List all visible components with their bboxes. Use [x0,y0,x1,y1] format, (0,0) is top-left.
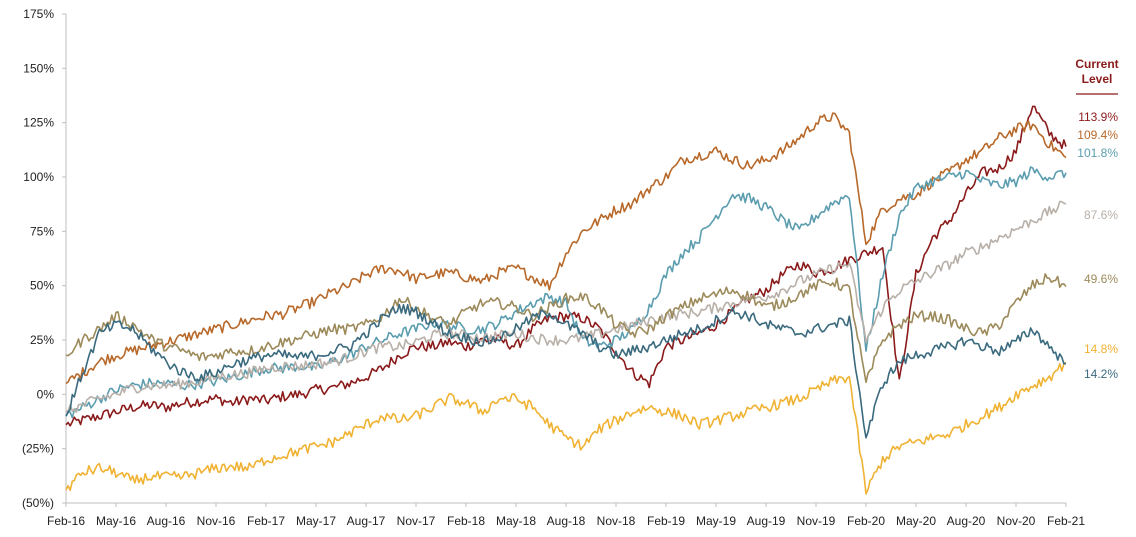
end-label-3: 101.8% [1077,146,1118,160]
y-tick-label: 125% [23,116,54,130]
series-line-7 [65,303,1067,439]
series-line-5 [65,273,1067,384]
series-line-3 [65,166,1067,419]
x-tick-label: May-19 [696,514,736,528]
legend-title-line: Current [1075,57,1118,71]
x-tick-label: Nov-18 [597,514,636,528]
x-tick-label: Feb-18 [447,514,485,528]
x-tick-label: May-16 [96,514,136,528]
y-tick-label: 25% [30,333,54,347]
x-tick-label: Nov-16 [197,514,236,528]
x-tick-label: Aug-17 [347,514,386,528]
x-tick-label: Feb-19 [647,514,685,528]
x-tick-label: Feb-20 [847,514,885,528]
series-line-1 [65,105,1067,427]
y-tick-label: 0% [37,387,55,401]
y-tick-label: 175% [23,7,54,21]
y-tick-label: (50%) [22,496,54,510]
series-layer [65,105,1067,495]
x-tick-label: Nov-17 [397,514,436,528]
series-line-2 [65,112,1067,385]
x-tick-label: Aug-18 [547,514,586,528]
x-tick-label: Feb-17 [247,514,285,528]
end-label-1: 113.9% [1078,110,1118,124]
y-tick-label: 75% [30,224,54,238]
end-label-5: 49.6% [1084,272,1118,286]
x-tick-label: Aug-20 [947,514,986,528]
x-tick-label: May-18 [496,514,536,528]
x-tick-label: Nov-19 [797,514,836,528]
x-tick-label: Aug-19 [747,514,786,528]
x-tick-label: May-17 [296,514,336,528]
end-label-7: 14.2% [1084,367,1118,381]
end-label-2: 109.4% [1077,128,1118,142]
series-line-6 [65,361,1067,495]
y-tick-label: 150% [23,61,54,75]
x-tick-label: Aug-16 [147,514,186,528]
y-tick-label: (25%) [22,442,54,456]
end-label-4: 87.6% [1084,208,1118,222]
x-tick-label: May-20 [896,514,936,528]
x-tick-label: Feb-21 [1047,514,1085,528]
series-line-4 [65,200,1067,414]
y-tick-label: 50% [30,279,54,293]
x-tick-label: Feb-16 [47,514,85,528]
legend-title-line: Level [1082,72,1113,86]
end-label-6: 14.8% [1084,342,1118,356]
x-tick-label: Nov-20 [997,514,1036,528]
y-tick-label: 100% [23,170,54,184]
axes: (50%) (25%) 0% 25% 50% 75% 100% 125% 150% 175% Feb… [22,7,1085,528]
